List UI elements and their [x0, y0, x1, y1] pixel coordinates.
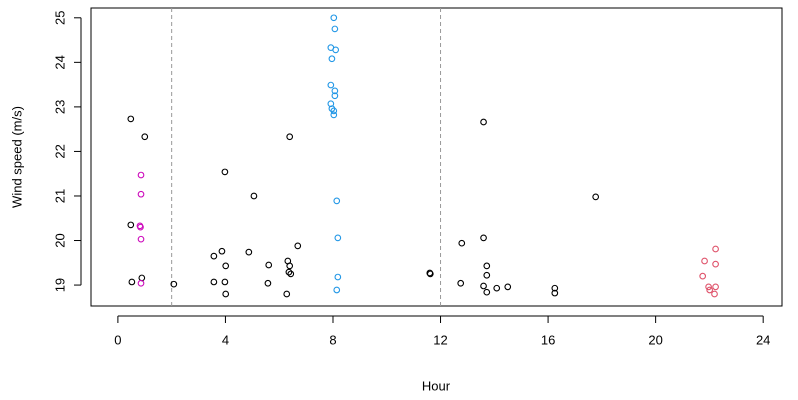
data-point	[480, 118, 487, 126]
data-point	[327, 81, 335, 89]
data-point	[127, 221, 135, 229]
y-tick-label: 21	[52, 189, 67, 203]
data-point	[221, 278, 229, 286]
x-tick-label: 16	[541, 332, 555, 347]
data-point	[294, 242, 302, 250]
x-tick-label: 12	[433, 332, 447, 347]
data-point	[480, 234, 487, 242]
data-point	[332, 46, 340, 54]
data-point	[264, 279, 272, 287]
data-point	[331, 92, 339, 100]
data-point	[222, 262, 230, 270]
data-point	[137, 171, 145, 179]
y-tick-label: 19	[52, 278, 67, 292]
data-point	[457, 279, 465, 287]
plot-frame	[90, 7, 783, 307]
data-point	[137, 190, 145, 198]
data-point	[493, 284, 501, 292]
data-point	[331, 87, 339, 95]
data-point	[711, 290, 718, 298]
y-tick-label: 22	[52, 144, 67, 158]
data-point	[458, 239, 466, 247]
data-point	[483, 271, 491, 279]
data-point	[504, 283, 512, 291]
data-point	[137, 223, 144, 231]
data-point	[592, 193, 600, 201]
data-point	[330, 107, 338, 115]
data-point	[245, 248, 253, 256]
data-point	[551, 289, 559, 297]
data-point	[333, 197, 341, 205]
data-point	[221, 168, 229, 176]
data-point	[210, 278, 218, 286]
data-point	[334, 234, 342, 242]
data-point	[287, 270, 295, 278]
x-tick-label: 8	[329, 332, 336, 347]
data-point	[334, 273, 342, 281]
data-point	[222, 290, 230, 298]
data-point	[706, 286, 714, 294]
data-point	[127, 115, 135, 123]
x-tick-label: 20	[648, 332, 662, 347]
data-point	[330, 14, 338, 22]
data-point	[333, 286, 341, 294]
data-point	[699, 272, 707, 280]
data-point	[701, 257, 708, 265]
data-point	[137, 235, 145, 243]
x-axis-title: Hour	[422, 378, 451, 393]
data-point	[286, 262, 294, 270]
y-tick-label: 20	[52, 233, 67, 247]
data-point	[551, 284, 559, 292]
data-point	[330, 111, 338, 119]
data-point	[286, 133, 294, 141]
data-point	[331, 25, 339, 33]
data-point	[210, 252, 218, 260]
y-tick-label: 23	[52, 100, 67, 114]
data-point	[712, 283, 719, 291]
data-point	[328, 55, 336, 63]
data-point	[285, 268, 293, 276]
x-tick-label: 0	[114, 332, 121, 347]
data-point	[128, 278, 136, 286]
data-point	[138, 274, 146, 282]
data-point	[141, 133, 149, 141]
data-point	[265, 261, 273, 269]
data-point	[705, 283, 712, 291]
data-point	[483, 288, 491, 296]
data-point	[218, 247, 226, 255]
data-point	[480, 282, 487, 290]
data-point	[712, 245, 719, 253]
data-point	[283, 290, 291, 298]
data-point	[426, 270, 434, 278]
data-point	[483, 262, 491, 270]
data-point	[170, 280, 178, 288]
y-tick-label: 24	[52, 55, 67, 69]
data-point	[137, 279, 145, 287]
y-axis-title: Wind speed (m/s)	[9, 106, 24, 208]
x-tick-label: 4	[222, 332, 229, 347]
data-point	[712, 260, 719, 268]
y-tick-label: 25	[52, 11, 67, 25]
data-point	[250, 192, 258, 200]
x-tick-label: 24	[756, 332, 770, 347]
